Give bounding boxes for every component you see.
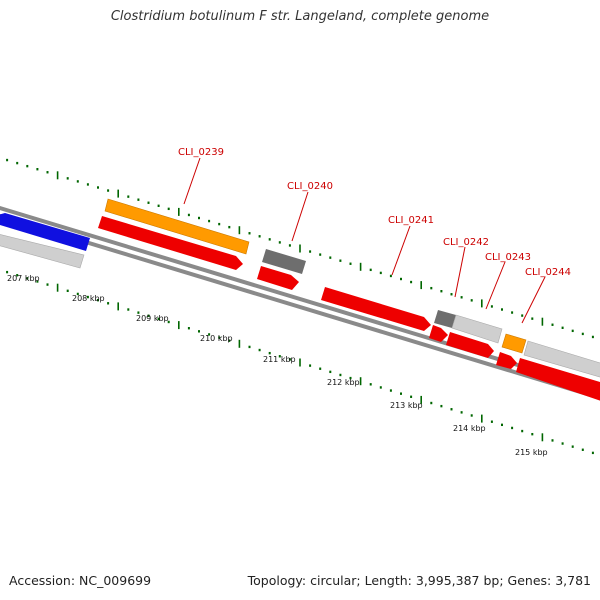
- gene-red-7[interactable]: [516, 358, 600, 404]
- leader-0241: [391, 225, 411, 276]
- gene-label-0239: CLI_0239: [178, 147, 224, 158]
- gene-label-0243: CLI_0243: [485, 252, 531, 263]
- leader-0244: [521, 276, 546, 324]
- gene-darkgray-0240[interactable]: [262, 249, 306, 274]
- gene-darkgray-0242[interactable]: [434, 310, 456, 328]
- scale-label-207: 207 kbp: [7, 274, 40, 283]
- leader-0239: [183, 157, 201, 205]
- gene-red-6[interactable]: [496, 352, 517, 369]
- gene-orange-0239[interactable]: [104, 198, 250, 255]
- gene-lightgray-left[interactable]: [0, 232, 85, 269]
- scale-label-214: 214 kbp: [453, 424, 486, 433]
- leader-0243: [485, 261, 506, 310]
- gene-label-0241: CLI_0241: [388, 215, 434, 226]
- outer-tick-ring: [6, 158, 594, 339]
- gene-red-4[interactable]: [429, 325, 448, 342]
- scale-label-208: 208 kbp: [72, 294, 105, 303]
- scale-label-215: 215 kbp: [515, 448, 548, 457]
- gene-red-5[interactable]: [446, 332, 494, 358]
- gene-red-3[interactable]: [321, 287, 431, 331]
- topology-text: Topology: circular; Length: 3,995,387 bp…: [247, 573, 591, 588]
- gene-red-2[interactable]: [257, 266, 299, 290]
- leader-0242: [454, 246, 466, 298]
- gene-label-0244: CLI_0244: [525, 267, 571, 278]
- inner-tick-ring: [6, 270, 594, 455]
- gene-blue[interactable]: [0, 213, 90, 251]
- scale-label-209: 209 kbp: [136, 314, 169, 323]
- gene-label-0242: CLI_0242: [443, 237, 489, 248]
- scale-label-211: 211 kbp: [263, 355, 296, 364]
- gene-label-0240: CLI_0240: [287, 181, 333, 192]
- leader-0240: [291, 191, 309, 242]
- scale-label-212: 212 kbp: [327, 378, 360, 387]
- map-title: Clostridium botulinum F str. Langeland, …: [110, 9, 490, 24]
- accession-text: Accession: NC_009699: [9, 573, 152, 588]
- gene-lightgray-0242[interactable]: [451, 314, 503, 344]
- scale-label-213: 213 kbp: [390, 401, 423, 410]
- gene-orange-0243[interactable]: [501, 333, 527, 354]
- gene-red-1[interactable]: [98, 216, 243, 270]
- gene-lightgray-0244[interactable]: [523, 340, 600, 380]
- backbone-inner-line: [0, 213, 600, 401]
- scale-label-210: 210 kbp: [200, 334, 233, 343]
